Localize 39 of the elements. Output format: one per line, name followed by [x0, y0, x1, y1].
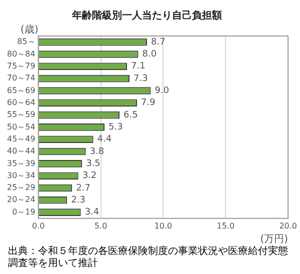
data-label: 3.2	[82, 171, 97, 182]
data-label: 7.9	[141, 98, 156, 108]
data-label: 7.1	[131, 62, 146, 72]
y-tick-label: 50～54	[7, 122, 36, 132]
data-label: 3.5	[86, 159, 100, 170]
y-tick-label: 60～64	[7, 98, 36, 107]
source-note: 出典：令和５年度の各医療保険制度の事業状況や医療給付実態調査等を用いて推計	[8, 246, 289, 270]
data-label: 8.7	[150, 37, 166, 48]
data-label: 3.8	[90, 146, 104, 157]
y-tick-label: 70～74	[7, 74, 36, 83]
data-label: 2.3	[71, 196, 86, 206]
y-tick-label: 80～84	[7, 49, 36, 58]
data-label: 7.3	[134, 74, 148, 84]
y-tick-label: 40～44	[7, 146, 36, 156]
x-tick-label: 20.0	[279, 221, 297, 230]
y-tick-label: 85～	[17, 37, 36, 46]
data-label: 4.4	[97, 134, 112, 145]
data-label: 8.0	[142, 50, 157, 60]
data-label: 6.5	[124, 110, 138, 120]
chart-title: 年齢階級別一人当たり自己負担額	[71, 10, 222, 22]
x-tick-label: 0.0	[32, 221, 45, 230]
x-tick-label: 5.0	[94, 221, 108, 230]
data-label: 3.4	[84, 208, 100, 218]
x-tick-label: 15.0	[216, 221, 235, 230]
y-tick-label: 20～24	[7, 195, 36, 204]
y-tick-label: 55～59	[7, 110, 36, 120]
y-tick-label: 35～39	[7, 158, 36, 168]
x-axis-title: (万円)	[260, 234, 288, 245]
y-tick-label: 45～49	[7, 134, 36, 144]
y-tick-label: 0～19	[12, 207, 36, 216]
y-tick-label: 25～29	[7, 183, 36, 192]
y-tick-label: 30～34	[7, 170, 36, 180]
y-axis-title: (歳)	[20, 24, 38, 36]
data-label: 2.7	[76, 183, 90, 194]
x-tick-label: 10.0	[154, 221, 172, 230]
y-tick-label: 65～69	[7, 86, 36, 95]
data-label: 9.0	[154, 86, 170, 96]
y-tick-label: 75～79	[7, 61, 36, 70]
data-label: 5.3	[108, 122, 123, 133]
